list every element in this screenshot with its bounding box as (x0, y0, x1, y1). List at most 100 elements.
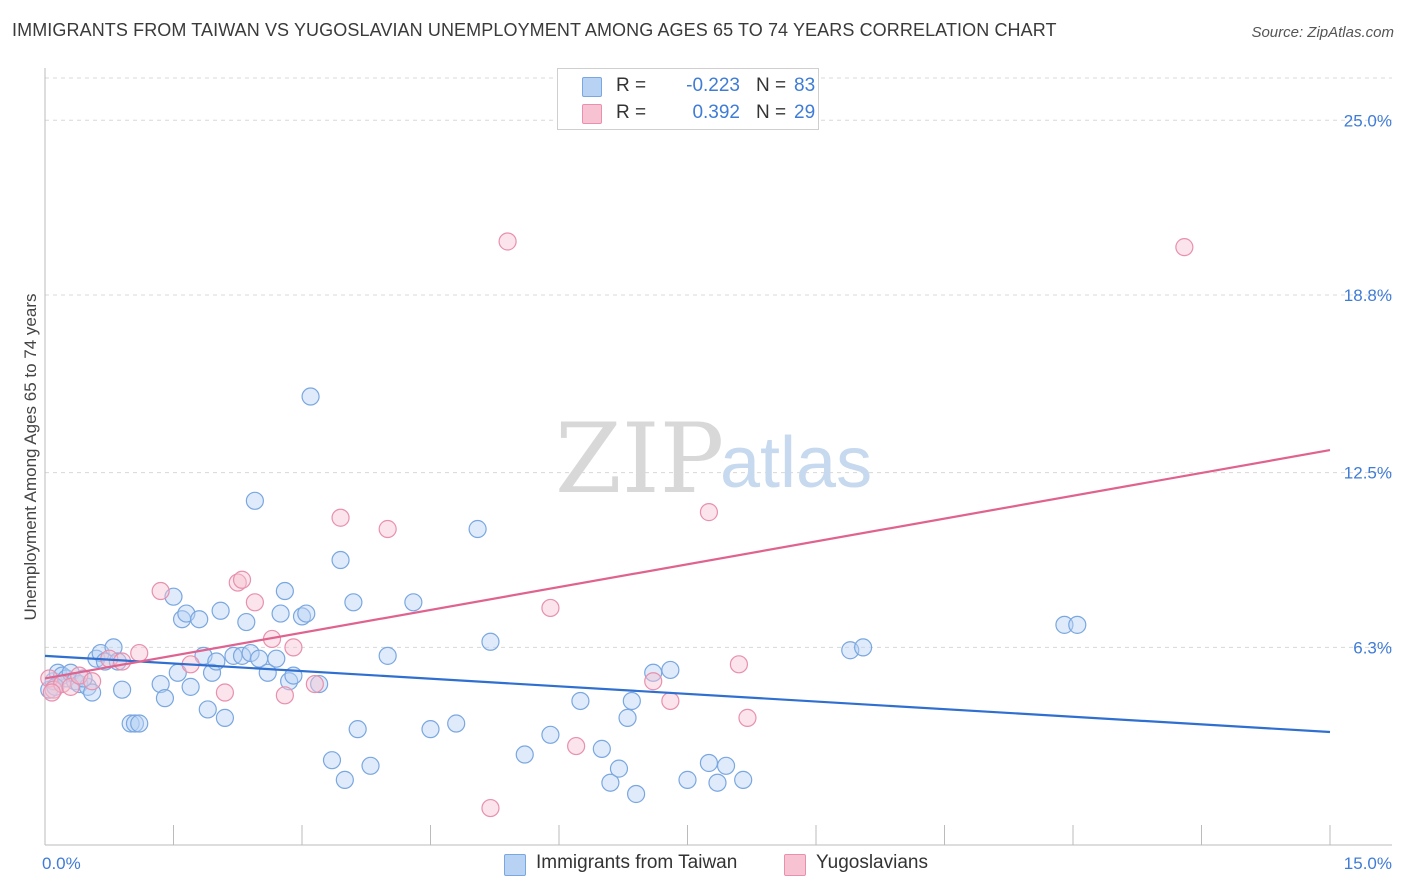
legend-n-label: N = (756, 75, 787, 96)
taiwan-point (202, 663, 222, 682)
series-yugoslavian-points (40, 232, 1194, 818)
bottom-legend-label-taiwan: Immigrants from Taiwan (536, 852, 738, 873)
taiwan-point (734, 770, 753, 789)
series-taiwan-points (40, 387, 1087, 804)
taiwan-point (301, 387, 320, 406)
taiwan-point (112, 680, 132, 699)
legend-r-value: 0.392 (692, 102, 740, 123)
taiwan-point (215, 708, 234, 727)
taiwan-point (198, 700, 217, 719)
legend-n-value: 83 (794, 75, 816, 96)
taiwan-point (468, 519, 487, 539)
chart-title: IMMIGRANTS FROM TAIWAN VS YUGOSLAVIAN UN… (12, 20, 1057, 40)
taiwan-point (515, 745, 534, 764)
legend-r-label: R = (616, 102, 647, 123)
legend-r-label: R = (616, 75, 647, 96)
y-tick-label: 18.8% (1344, 286, 1392, 305)
taiwan-point (1055, 615, 1074, 634)
taiwan-point (181, 677, 200, 696)
taiwan-point (344, 593, 363, 612)
taiwan-point (335, 770, 354, 789)
correlation-legend: R = -0.223 N = 83 R = 0.392 N = 29 (557, 68, 819, 130)
taiwan-point (716, 756, 736, 775)
taiwan-point (618, 708, 637, 727)
taiwan-point (1068, 615, 1087, 634)
watermark: ZIP atlas (555, 403, 872, 515)
taiwan-point (151, 674, 170, 694)
taiwan-point (267, 649, 286, 668)
taiwan-point (271, 604, 290, 623)
y-tick-label: 25.0% (1344, 111, 1392, 130)
y-tick-label: 6.3% (1353, 638, 1392, 657)
yugoslavian-point (232, 570, 252, 589)
source-label: Source: ZipAtlas.com (1251, 24, 1394, 41)
taiwan-point (404, 593, 423, 612)
grid-lines (45, 77, 1392, 648)
yugoslavian-point (275, 686, 294, 705)
taiwan-point (447, 714, 466, 733)
axes (44, 68, 1392, 846)
taiwan-point (275, 581, 294, 601)
taiwan-point (854, 638, 873, 657)
taiwan-point (310, 674, 329, 694)
taiwan-point (661, 660, 680, 680)
legend-swatch-taiwan (582, 77, 602, 97)
taiwan-point (622, 691, 641, 711)
yugoslavian-point (498, 232, 517, 251)
legend-n-value: 29 (794, 102, 816, 123)
yugoslavian-point (151, 581, 170, 601)
taiwan-point (348, 720, 367, 739)
watermark-zip: ZIP (555, 403, 724, 515)
taiwan-point (104, 638, 123, 657)
yugoslavian-point (567, 736, 586, 756)
yugoslavian-point (541, 598, 560, 618)
bottom-legend-label-yugoslavian: Yugoslavians (816, 852, 928, 873)
trend-lines (44, 449, 1331, 734)
taiwan-point (237, 612, 256, 632)
taiwan-point (130, 714, 149, 733)
y-axis-label: Unemployment Among Ages 65 to 74 years (21, 294, 40, 621)
x-tick-labels: 0.0% 15.0% (42, 854, 1392, 873)
taiwan-trend-line (44, 654, 1331, 734)
legend-swatch-yugoslavian (582, 104, 602, 124)
taiwan-point (699, 753, 719, 773)
taiwan-point (601, 773, 620, 792)
taiwan-point (609, 759, 629, 778)
taiwan-point (708, 773, 727, 792)
legend-r-value: -0.223 (686, 75, 740, 96)
yugoslavian-point (378, 519, 397, 539)
yugoslavian-point (83, 672, 102, 691)
bottom-legend-swatch-taiwan (504, 854, 526, 876)
yugoslavian-point (729, 655, 749, 674)
taiwan-point (155, 689, 175, 708)
yugoslavian-point (699, 503, 719, 522)
yugoslavian-point (215, 683, 234, 702)
taiwan-point (190, 610, 209, 629)
taiwan-point (481, 632, 500, 651)
x-tick-label: 0.0% (42, 854, 81, 873)
taiwan-point (541, 725, 560, 744)
taiwan-point (678, 770, 697, 789)
yugoslavian-point (481, 798, 500, 818)
bottom-legend-swatch-yugoslavian (784, 854, 806, 876)
taiwan-point (211, 601, 230, 620)
taiwan-point (361, 756, 380, 775)
taiwan-point (626, 784, 646, 804)
taiwan-point (592, 739, 611, 758)
taiwan-point (378, 646, 397, 665)
taiwan-point (322, 751, 342, 770)
taiwan-point (245, 491, 264, 510)
y-tick-label: 12.5% (1344, 464, 1392, 483)
taiwan-point (421, 720, 440, 739)
taiwan-point (331, 550, 350, 570)
taiwan-point (571, 691, 590, 711)
x-tick-label: 15.0% (1344, 854, 1392, 873)
taiwan-point (125, 714, 145, 733)
yugoslavian-point (1175, 238, 1194, 257)
yugoslavian-point (130, 643, 149, 663)
yugoslavian-point (245, 593, 264, 612)
yugoslavian-trend-line (44, 449, 1331, 680)
y-tick-labels: 6.3% 12.5% 18.8% 25.0% (1344, 111, 1392, 657)
yugoslavian-point (284, 638, 303, 657)
